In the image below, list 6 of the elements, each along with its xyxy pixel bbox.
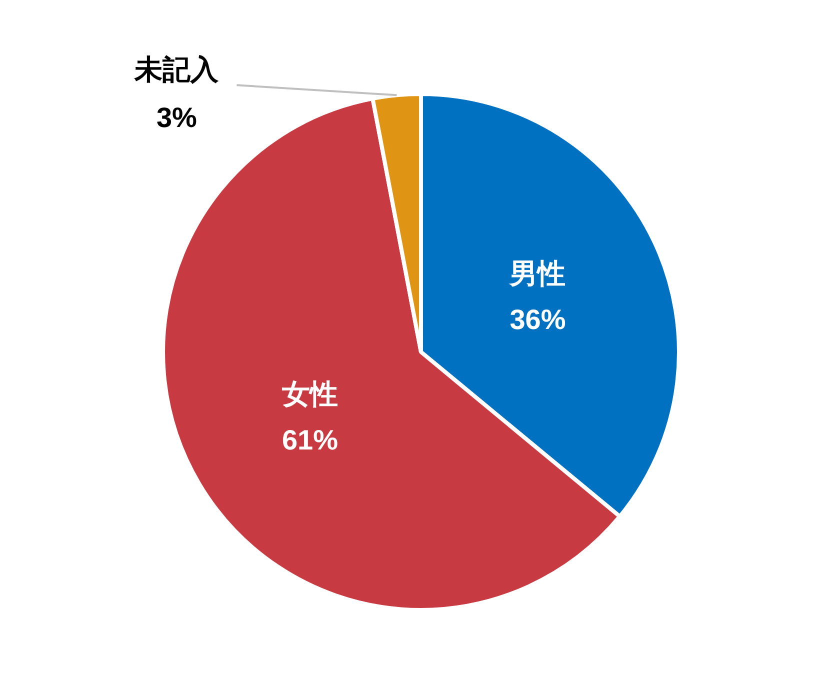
- slice-label: 女性: [280, 378, 338, 410]
- slice-label: 未記入: [134, 54, 220, 85]
- data-label: 61%: [282, 424, 338, 456]
- data-label: 36%: [510, 304, 566, 335]
- data-label: 3%: [156, 102, 198, 133]
- slice-label: 男性: [508, 258, 566, 289]
